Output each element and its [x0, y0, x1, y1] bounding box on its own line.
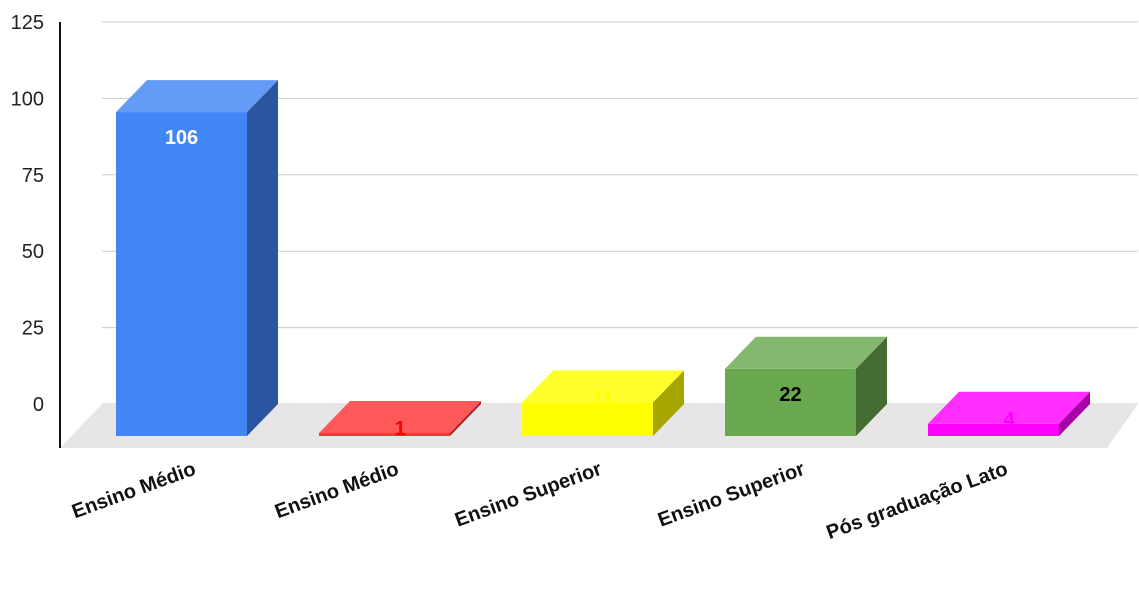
bar: 11 — [522, 370, 684, 436]
x-category-label: Ensino Médio — [69, 458, 199, 523]
bar-front — [319, 432, 450, 436]
bar-value-label: 106 — [165, 127, 198, 149]
x-category-label: Ensino Médio — [272, 458, 402, 523]
bar-top — [522, 370, 684, 403]
bar-front — [725, 368, 856, 436]
x-category-label: Ensino Superior — [452, 458, 605, 532]
bar-front — [116, 112, 247, 437]
bar-top — [116, 80, 278, 113]
bar: 1 — [319, 400, 481, 440]
bar-top — [725, 336, 887, 369]
y-tick-label: 50 — [22, 241, 44, 263]
y-tick-label: 125 — [11, 12, 44, 34]
y-axis-ticks: 0 25 50 75 100 125 — [11, 12, 44, 416]
bar-side — [450, 400, 481, 436]
bar: 22 — [725, 336, 887, 436]
bar-top — [319, 400, 481, 433]
bar: 106 — [116, 80, 278, 437]
x-category-label: Ensino Superior — [655, 458, 808, 532]
bar-top — [928, 391, 1090, 424]
bar-value-label: 22 — [779, 384, 801, 406]
bar-value-label: 1 — [394, 418, 405, 440]
y-tick-label: 100 — [11, 88, 44, 110]
bar-side — [1059, 391, 1090, 436]
x-category-label: Pós graduação Lato — [824, 458, 1011, 544]
bar-front — [928, 423, 1059, 436]
y-tick-label: 75 — [22, 165, 44, 187]
bar: 4 — [928, 391, 1090, 436]
y-tick-label: 0 — [33, 394, 44, 416]
bar-front — [522, 402, 653, 436]
bar-side — [856, 336, 887, 436]
bar-side — [653, 370, 684, 436]
x-axis-labels: Ensino Médio Ensino Médio Ensino Superior E… — [69, 458, 1011, 544]
bar-side — [247, 80, 278, 437]
bar-value-label: 11 — [592, 387, 613, 409]
bar-value-label: 4 — [1003, 409, 1015, 431]
y-tick-label: 25 — [22, 318, 44, 340]
